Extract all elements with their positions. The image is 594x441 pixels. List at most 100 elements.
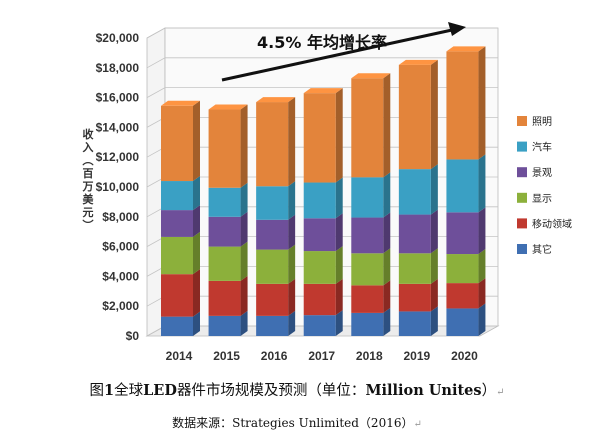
legend-label: 景观 [532, 167, 552, 179]
bar-segment-side [240, 310, 248, 336]
bar-segment [208, 246, 241, 281]
legend-swatch [517, 167, 527, 178]
caption-close: ） [481, 383, 497, 399]
bar-segment [351, 312, 384, 336]
x-tick-label: 2018 [356, 349, 383, 363]
bar-top [398, 59, 438, 65]
growth-arrow-head [448, 22, 466, 36]
legend-swatch [517, 141, 527, 152]
growth-annotation: 4.5% 年均增长率 [221, 22, 466, 82]
bar-top [256, 97, 296, 103]
bar-segment [446, 159, 479, 213]
bar-segment-side [193, 269, 200, 317]
bar-segment [303, 315, 336, 336]
bar-segment-side [383, 280, 391, 313]
bar-segment [256, 315, 289, 336]
caption-led: LED [143, 382, 177, 399]
bar-segment-side [335, 310, 343, 336]
bar-segment [398, 311, 431, 336]
legend-label: 显示 [532, 193, 552, 205]
bar-segment [256, 283, 289, 316]
bar-segment [446, 308, 479, 336]
legend-swatch [517, 244, 527, 254]
caption-unit: Million Unites [365, 382, 482, 399]
bar-segment [446, 212, 479, 255]
y-tick-label: $8,000 [102, 210, 139, 224]
y-tick-label: $6,000 [102, 240, 139, 254]
legend-swatch [517, 116, 527, 126]
bar-segment [161, 105, 193, 182]
bar-segment-side [430, 164, 438, 215]
y-tick-label: $10,000 [96, 180, 140, 194]
bar-top [161, 100, 200, 106]
legend-label: 移动领域 [532, 217, 572, 230]
gridline [146, 57, 498, 69]
bar-segment [161, 274, 193, 317]
bar-segment-side [288, 214, 296, 250]
y-tick-label: $14,000 [96, 120, 140, 134]
x-tick-label: 2020 [451, 349, 478, 363]
y-tick-label: $16,000 [96, 91, 140, 105]
legend-swatch [517, 192, 527, 203]
caption-text-2: 器件市场规模及预测（单位： [176, 383, 366, 399]
bar-stack [398, 59, 438, 336]
bar-segment-side [193, 231, 200, 275]
bar-segment [208, 280, 241, 316]
legend-entry: 其它 [517, 243, 552, 256]
figure-caption: 图1全球LED器件市场规模及预测（单位：Million Unites）↵ [0, 379, 594, 400]
bar-segment-side [288, 244, 296, 284]
bar-segment [303, 251, 336, 284]
bar-segment [303, 283, 336, 316]
y-axis-label-text: 收入︵百万美元︶ [82, 127, 95, 232]
bar-segment-side [383, 307, 391, 336]
bar-segment [208, 109, 241, 188]
bar-segment-side [478, 46, 486, 160]
growth-annotation-text: 4.5% 年均增长率 [257, 33, 387, 52]
bar-segment-side [478, 249, 486, 284]
x-tick-label: 2015 [213, 349, 240, 363]
bar-segment-side [383, 172, 391, 218]
caption-number: 1 [104, 382, 115, 399]
source-label: 数据来源： [172, 416, 233, 430]
bar-segment [351, 177, 384, 218]
legend-entry: 移动领域 [517, 217, 572, 230]
bar-segment-side [335, 213, 343, 252]
bar-segment [256, 249, 289, 284]
bar-segment [208, 315, 241, 336]
bar-segment [351, 285, 384, 313]
bar-segment [446, 254, 479, 284]
bar-segment [161, 316, 193, 336]
legend-swatch [517, 218, 527, 229]
source-return-mark: ↵ [413, 419, 422, 430]
legend-entry: 照明 [517, 116, 552, 128]
bar-segment-side [288, 97, 296, 187]
x-tick-label: 2014 [166, 349, 193, 363]
y-axis-label: 收入︵百万美元︶ [82, 127, 95, 232]
bar-segment [398, 64, 431, 170]
y-tick-label: $12,000 [96, 150, 140, 164]
source-value: Strategies Unlimited（2016） [232, 416, 414, 430]
bar-stack [351, 73, 391, 336]
bar-segment-side [430, 209, 438, 254]
bar-segment [303, 182, 336, 219]
bar-segment-side [478, 154, 486, 213]
bar-stack [446, 46, 486, 336]
bar-segment [398, 283, 431, 312]
bar-segment [351, 78, 384, 178]
bar-segment-side [478, 303, 486, 336]
legend-label: 其它 [532, 243, 552, 256]
legend-entry: 景观 [517, 167, 552, 179]
bar-segment-side [193, 311, 200, 336]
bar-segment-side [478, 207, 486, 255]
stacked-bar-chart: $0 $2,000 $4,000 $6,000 $8,000 $10,000 $12,000… [82, 22, 572, 363]
bar-segment-side [478, 278, 486, 309]
bar-stack [256, 97, 296, 336]
y-tick-label: $20,000 [96, 31, 140, 45]
x-tick-label: 2016 [261, 349, 288, 363]
bar-segment-side [240, 182, 248, 217]
bar-segment-side [240, 211, 248, 247]
bar-stack [161, 100, 200, 336]
x-tick-label: 2017 [308, 349, 335, 363]
bar-segment [256, 186, 289, 220]
